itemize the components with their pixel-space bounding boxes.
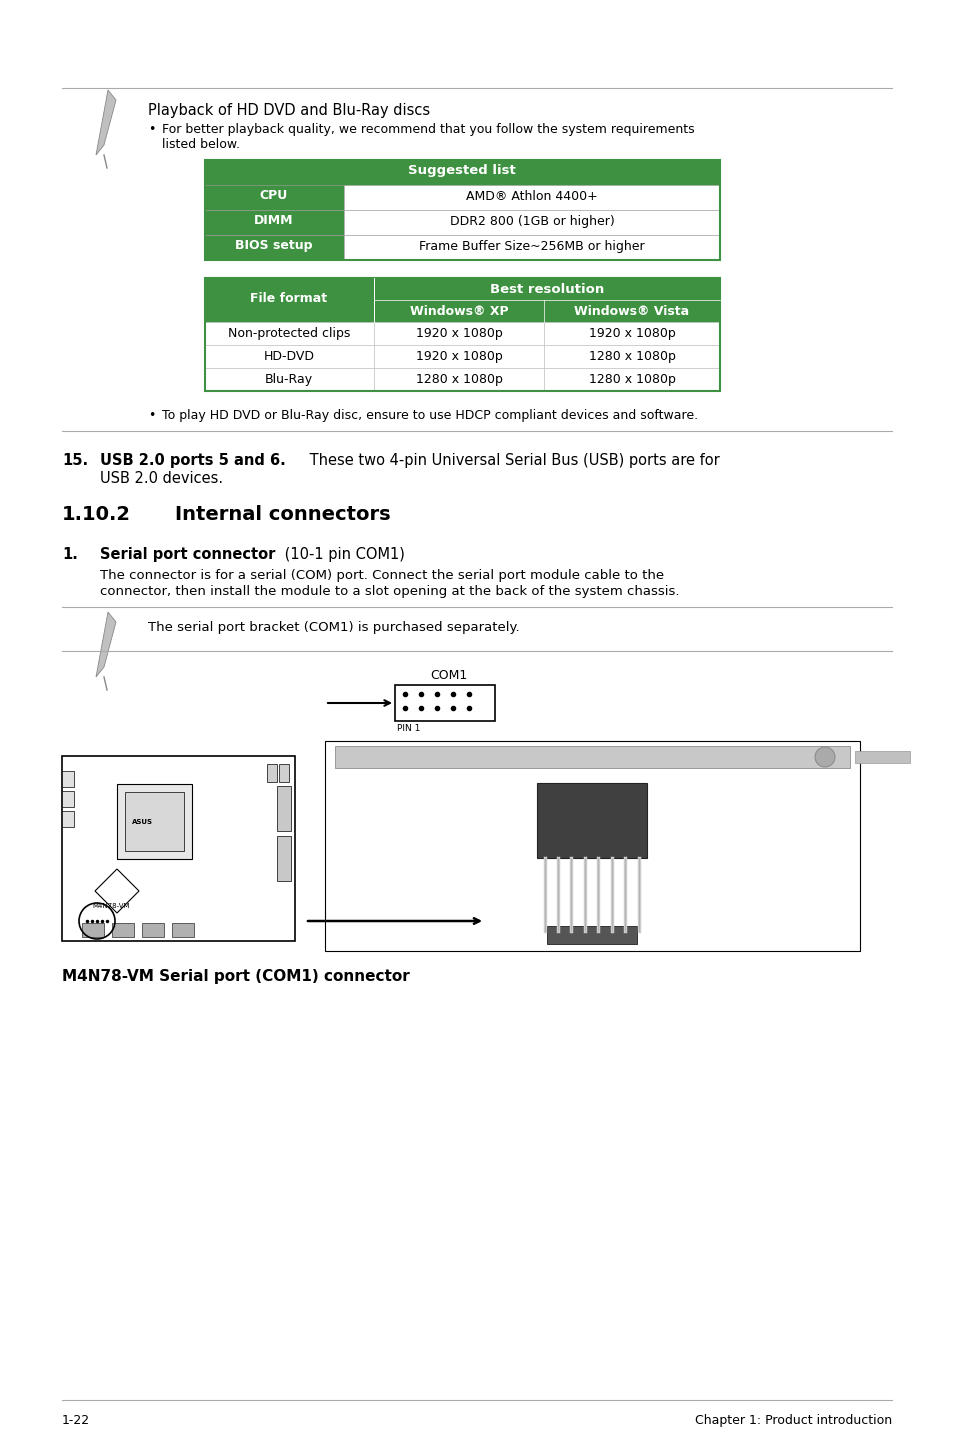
Bar	[546, 927, 637, 944]
Bar	[205, 368, 374, 391]
Bar	[344, 185, 720, 211]
Bar	[205, 185, 344, 211]
Bar	[278, 765, 289, 782]
Text: CPU: CPU	[259, 189, 288, 202]
Text: M4N78-VM: M4N78-VM	[91, 904, 130, 909]
Text: 1280 x 1080p: 1280 x 1080p	[588, 372, 675, 387]
Text: The serial port bracket (COM1) is purchased separately.: The serial port bracket (COM1) is purcha…	[148, 621, 519, 634]
Bar	[205, 160, 720, 261]
Text: 1920 x 1080p: 1920 x 1080p	[588, 326, 675, 339]
Bar	[267, 765, 276, 782]
Bar	[374, 368, 543, 391]
Bar	[142, 924, 164, 937]
Text: Windows® XP: Windows® XP	[409, 305, 508, 318]
Text: M4N78-VM Serial port (COM1) connector: M4N78-VM Serial port (COM1) connector	[62, 969, 410, 984]
Bar	[374, 322, 543, 345]
Bar	[62, 811, 74, 828]
Text: 15.: 15.	[62, 453, 88, 468]
Bar	[374, 345, 543, 368]
Text: Serial port connector: Serial port connector	[100, 547, 275, 561]
Bar	[62, 790, 74, 808]
Text: 1.10.2: 1.10.2	[62, 505, 131, 524]
Text: Non-protected clips: Non-protected clips	[228, 326, 350, 339]
Text: Internal connectors: Internal connectors	[174, 505, 390, 524]
Bar	[82, 924, 104, 937]
Text: For better playback quality, we recommend that you follow the system requirement: For better playback quality, we recommen…	[162, 123, 694, 136]
Text: BIOS setup: BIOS setup	[235, 239, 313, 252]
Text: •: •	[148, 123, 155, 136]
Text: USB 2.0 ports 5 and 6.: USB 2.0 ports 5 and 6.	[100, 453, 286, 468]
Bar	[543, 322, 720, 345]
Bar	[325, 740, 859, 951]
Bar	[276, 836, 291, 881]
Text: Suggested list: Suggested list	[408, 165, 516, 178]
Text: HD-DVD: HD-DVD	[263, 349, 314, 362]
Bar	[125, 792, 184, 851]
Polygon shape	[96, 90, 116, 155]
Bar	[205, 160, 720, 185]
Polygon shape	[95, 869, 139, 914]
Bar	[344, 235, 720, 261]
Circle shape	[814, 748, 834, 768]
Bar	[112, 924, 133, 937]
Text: Playback of HD DVD and Blu-Ray discs: Playback of HD DVD and Blu-Ray discs	[148, 103, 430, 117]
Polygon shape	[96, 611, 116, 677]
Text: (10-1 pin COM1): (10-1 pin COM1)	[280, 547, 404, 561]
Text: 1920 x 1080p: 1920 x 1080p	[416, 326, 502, 339]
Text: 1.: 1.	[62, 547, 78, 561]
Bar	[205, 322, 374, 345]
Text: ASUS: ASUS	[132, 819, 152, 825]
Text: connector, then install the module to a slot opening at the back of the system c: connector, then install the module to a …	[100, 586, 679, 599]
Text: 1280 x 1080p: 1280 x 1080p	[588, 349, 675, 362]
Bar	[344, 211, 720, 235]
Text: File format: File format	[251, 292, 327, 305]
Bar	[276, 786, 291, 831]
Text: The connector is for a serial (COM) port. Connect the serial port module cable t: The connector is for a serial (COM) port…	[100, 569, 663, 581]
Bar	[395, 684, 495, 720]
Text: 1280 x 1080p: 1280 x 1080p	[416, 372, 502, 387]
Text: To play HD DVD or Blu-Ray disc, ensure to use HDCP compliant devices and softwar: To play HD DVD or Blu-Ray disc, ensure t…	[162, 410, 698, 422]
Text: USB 2.0 devices.: USB 2.0 devices.	[100, 471, 223, 485]
Bar	[543, 368, 720, 391]
Text: •: •	[148, 410, 155, 422]
Bar	[62, 756, 294, 941]
Text: DDR2 800 (1GB or higher): DDR2 800 (1GB or higher)	[449, 215, 614, 228]
Bar	[854, 750, 909, 763]
Bar	[537, 783, 646, 858]
Text: listed below.: listed below.	[162, 137, 240, 150]
Text: Windows® Vista: Windows® Vista	[574, 305, 689, 318]
Bar	[205, 235, 344, 261]
Text: 1920 x 1080p: 1920 x 1080p	[416, 349, 502, 362]
Bar	[335, 746, 849, 768]
Text: PIN 1: PIN 1	[396, 725, 420, 733]
Bar	[205, 278, 720, 391]
Text: DIMM: DIMM	[254, 213, 294, 228]
Bar	[62, 770, 74, 788]
Text: These two 4-pin Universal Serial Bus (USB) ports are for: These two 4-pin Universal Serial Bus (US…	[305, 453, 719, 468]
Text: COM1: COM1	[430, 669, 467, 682]
Text: 1-22: 1-22	[62, 1413, 90, 1428]
Text: Chapter 1: Product introduction: Chapter 1: Product introduction	[694, 1413, 891, 1428]
Text: AMD® Athlon 4400+: AMD® Athlon 4400+	[466, 190, 598, 203]
Bar	[172, 924, 193, 937]
Bar	[543, 345, 720, 368]
Bar	[117, 783, 192, 859]
Text: Frame Buffer Size~256MB or higher: Frame Buffer Size~256MB or higher	[418, 241, 644, 253]
Bar	[205, 211, 344, 235]
Text: Best resolution: Best resolution	[489, 284, 603, 296]
Bar	[205, 345, 374, 368]
Text: Blu-Ray: Blu-Ray	[265, 372, 313, 387]
Bar	[205, 278, 720, 322]
